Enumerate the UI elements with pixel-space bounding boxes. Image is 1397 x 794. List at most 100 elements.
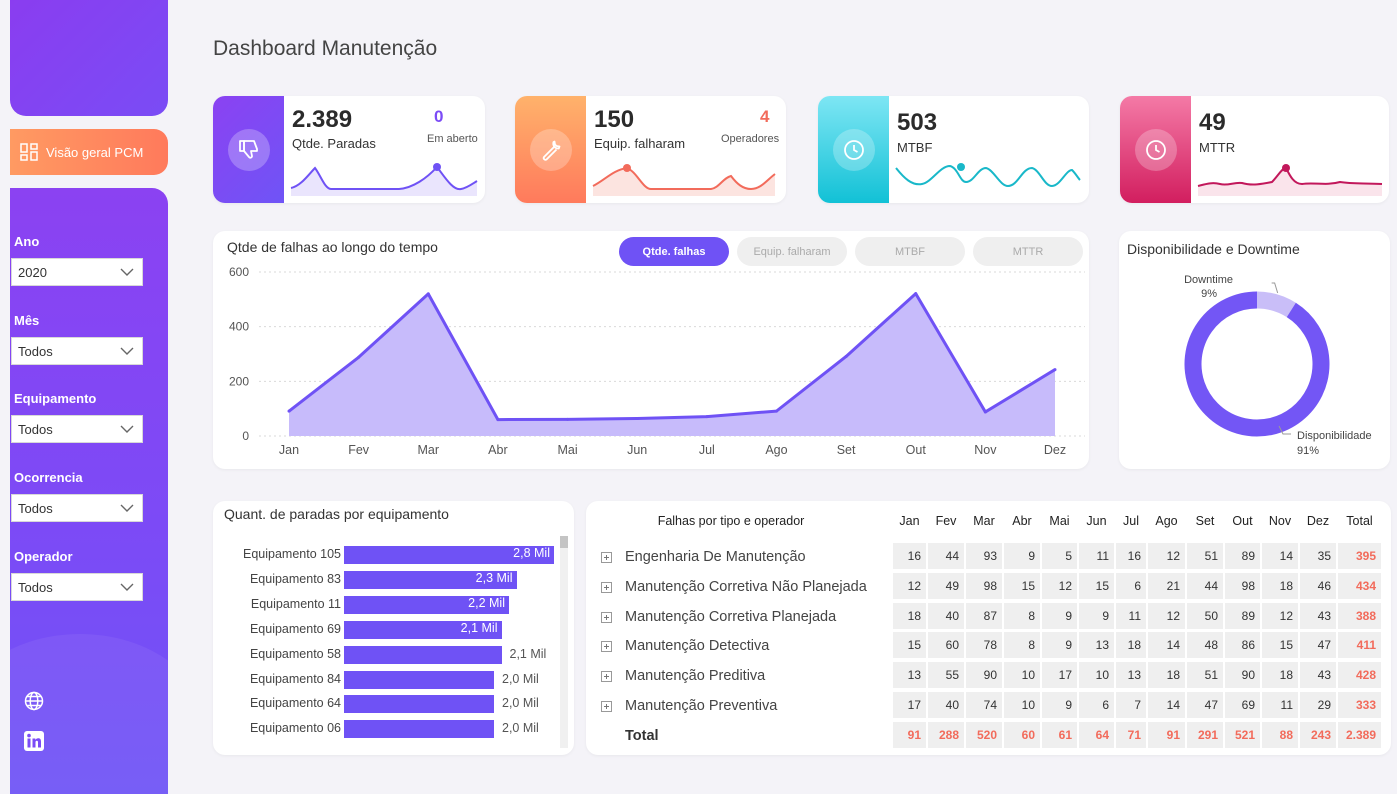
data-point[interactable] <box>635 417 639 421</box>
bar-row[interactable]: Equipamento 84 2,0 Mil <box>213 670 563 690</box>
data-point[interactable] <box>705 415 709 419</box>
series-line <box>288 292 1056 422</box>
matrix-cell: 78 <box>966 632 1002 658</box>
filter-ano-label: Ano <box>14 234 40 249</box>
data-point[interactable] <box>287 409 291 413</box>
availability-value-label: 91% <box>1297 445 1319 457</box>
scrollbar-thumb[interactable] <box>560 536 568 548</box>
tab-mtbf[interactable]: MTBF <box>855 237 965 266</box>
expand-icon[interactable] <box>601 671 612 682</box>
matrix-cell: 434 <box>1338 573 1381 599</box>
matrix-row-label[interactable]: Manutenção Corretiva Planejada <box>625 609 837 625</box>
downtime-value-label: 9% <box>1201 288 1217 300</box>
data-point[interactable] <box>914 292 918 296</box>
tab-equip-falharam[interactable]: Equip. falharam <box>737 237 847 266</box>
x-tick-label: Jul <box>699 443 715 457</box>
matrix-total-cell: 288 <box>928 722 964 748</box>
bar[interactable] <box>344 695 494 714</box>
matrix-total-cell: 2.389 <box>1338 722 1381 748</box>
matrix-total-cell: 61 <box>1042 722 1077 748</box>
bar-row[interactable]: Equipamento 58 2,1 Mil <box>213 645 563 665</box>
bar[interactable] <box>344 645 502 664</box>
downtime-leader-line <box>1271 282 1279 294</box>
matrix-total-cell: 91 <box>893 722 926 748</box>
kpi-equip-label: Equip. falharam <box>594 136 686 151</box>
donut-slice-downtime[interactable] <box>1256 291 1296 318</box>
bar-row[interactable]: Equipamento 06 2,0 Mil <box>213 719 563 739</box>
expand-icon[interactable] <box>601 641 612 652</box>
filter-equipamento-value: Todos <box>18 421 53 437</box>
matrix-cell: 13 <box>1116 662 1146 688</box>
globe-icon[interactable] <box>24 691 44 711</box>
kpi-paradas-icon-circle <box>227 128 270 171</box>
bar-row[interactable]: Equipamento 105 2,8 Mil <box>213 545 563 565</box>
matrix-cell: 86 <box>1225 632 1260 658</box>
filter-equipamento-select[interactable]: Todos <box>11 415 143 443</box>
bar[interactable] <box>344 546 554 564</box>
clock-icon <box>1145 139 1166 160</box>
data-point[interactable] <box>774 409 778 413</box>
data-point[interactable] <box>496 418 500 422</box>
expand-icon[interactable] <box>601 701 612 712</box>
bar-chart-title: Quant. de paradas por equipamento <box>224 506 449 522</box>
matrix-column-header: Total <box>1346 514 1373 528</box>
matrix-row-label[interactable]: Manutenção Detectiva <box>625 638 770 654</box>
filter-equipamento-label: Equipamento <box>14 391 97 406</box>
data-point[interactable] <box>983 410 987 414</box>
expand-icon[interactable] <box>601 552 612 563</box>
linkedin-icon[interactable] <box>24 731 44 751</box>
bar-category-label: Equipamento 84 <box>249 671 341 686</box>
matrix-total-cell: 88 <box>1262 722 1298 748</box>
bar-row[interactable]: Equipamento 64 2,0 Mil <box>213 694 563 714</box>
matrix-cell: 14 <box>1148 632 1185 658</box>
kpi-card-mtbf: 503 MTBF <box>818 96 1089 203</box>
matrix-column-header: Jul <box>1123 514 1139 528</box>
filter-mes-value: Todos <box>18 343 53 359</box>
data-point[interactable] <box>1053 368 1057 372</box>
donut-slice-disponibilidade[interactable] <box>1184 291 1330 437</box>
bar-row[interactable]: Equipamento 83 2,3 Mil <box>213 570 563 590</box>
data-point[interactable] <box>844 354 848 358</box>
x-tick-label: Nov <box>974 443 997 457</box>
data-point[interactable] <box>426 292 430 296</box>
matrix-row-label[interactable]: Manutenção Preditiva <box>625 668 766 684</box>
kpi-card-mttr: 49 MTTR <box>1120 96 1389 203</box>
filter-operador-select[interactable]: Todos <box>11 573 143 601</box>
bar-row[interactable]: Equipamento 69 2,1 Mil <box>213 620 563 640</box>
matrix-total-cell: 521 <box>1225 722 1260 748</box>
tab-qtde-falhas[interactable]: Qtde. falhas <box>619 237 729 266</box>
x-tick-label: Ago <box>765 443 787 457</box>
matrix-cell: 10 <box>1079 662 1114 688</box>
matrix-row-label[interactable]: Manutenção Preventiva <box>625 698 778 714</box>
expand-icon[interactable] <box>601 582 612 593</box>
matrix-column-header: Mar <box>973 514 995 528</box>
data-point[interactable] <box>566 417 570 421</box>
bar[interactable] <box>344 570 517 589</box>
matrix-cell: 15 <box>893 632 926 658</box>
matrix-cell: 44 <box>928 543 964 569</box>
nav-visao-geral-button[interactable]: Visão geral PCM <box>10 129 168 175</box>
matrix-cell: 18 <box>1262 573 1298 599</box>
matrix-cell: 98 <box>1225 573 1260 599</box>
bar[interactable] <box>344 670 494 689</box>
matrix-row-label[interactable]: Engenharia De Manutenção <box>625 549 806 565</box>
bar[interactable] <box>344 620 502 639</box>
bar[interactable] <box>344 595 509 614</box>
matrix-column-header: Abr <box>1012 514 1032 528</box>
matrix-cell: 49 <box>928 573 964 599</box>
chevron-down-icon <box>120 583 134 591</box>
data-point[interactable] <box>357 355 361 359</box>
matrix-row-label[interactable]: Manutenção Corretiva Não Planejada <box>625 579 867 595</box>
filter-ocorrencia-select[interactable]: Todos <box>11 494 143 522</box>
bar-category-label: Equipamento 69 <box>249 621 341 636</box>
matrix-cell: 18 <box>893 603 926 629</box>
bar-category-label: Equipamento 11 <box>250 596 341 611</box>
bar-category-label: Equipamento 105 <box>243 547 341 561</box>
bar[interactable] <box>344 720 494 739</box>
bar-chart-scrollbar[interactable] <box>560 536 568 748</box>
expand-icon[interactable] <box>601 612 612 623</box>
filter-mes-select[interactable]: Todos <box>11 337 143 365</box>
filter-ano-select[interactable]: 2020 <box>11 258 143 286</box>
bar-row[interactable]: Equipamento 11 2,2 Mil <box>213 595 563 615</box>
tab-mttr[interactable]: MTTR <box>973 237 1083 266</box>
